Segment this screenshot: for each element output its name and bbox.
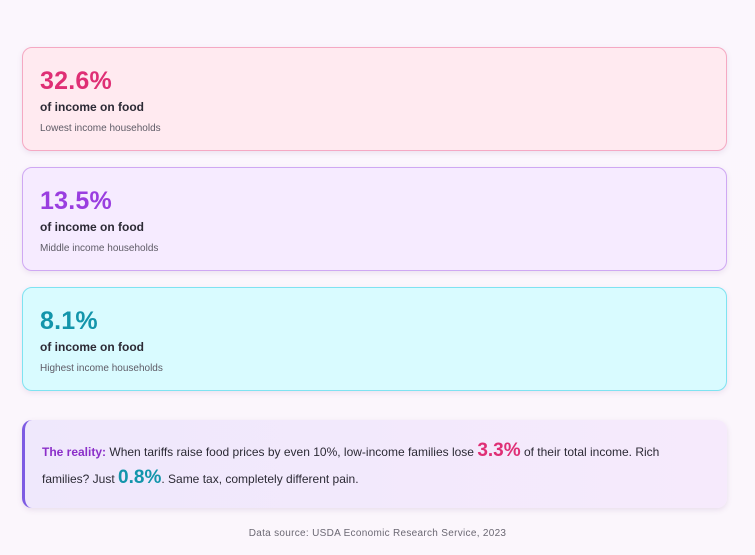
data-source-note: Data source: USDA Economic Research Serv… xyxy=(248,528,507,539)
reality-text: . Same tax, completely different pain. xyxy=(161,472,359,486)
stat-label: of income on food xyxy=(40,220,144,234)
stat-group: Lowest income households xyxy=(40,123,161,134)
stat-card-highest-income: 8.1% of income on food Highest income ho… xyxy=(22,287,727,391)
stat-group: Highest income households xyxy=(40,363,163,374)
stat-value: 13.5% xyxy=(40,187,112,215)
stat-card-middle-income: 13.5% of income on food Middle income ho… xyxy=(22,167,727,271)
reality-highlight-rich: 0.8% xyxy=(118,467,162,488)
stat-label: of income on food xyxy=(40,340,144,354)
reality-text: of their total income. Rich families? Ju… xyxy=(42,445,660,486)
reality-lead: The reality: xyxy=(42,445,107,459)
stat-card-lowest-income: 32.6% of income on food Lowest income ho… xyxy=(22,47,727,151)
stat-value: 32.6% xyxy=(40,67,112,95)
reality-callout: The reality: When tariffs raise food pri… xyxy=(22,420,727,508)
stat-group: Middle income households xyxy=(40,243,159,254)
stat-value: 8.1% xyxy=(40,307,98,335)
stat-label: of income on food xyxy=(40,100,144,114)
reality-highlight-low: 3.3% xyxy=(477,440,521,461)
reality-text: When tariffs raise food prices by even 1… xyxy=(106,445,478,459)
